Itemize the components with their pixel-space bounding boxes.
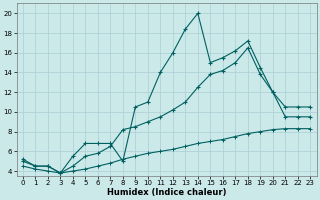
- X-axis label: Humidex (Indice chaleur): Humidex (Indice chaleur): [107, 188, 226, 197]
